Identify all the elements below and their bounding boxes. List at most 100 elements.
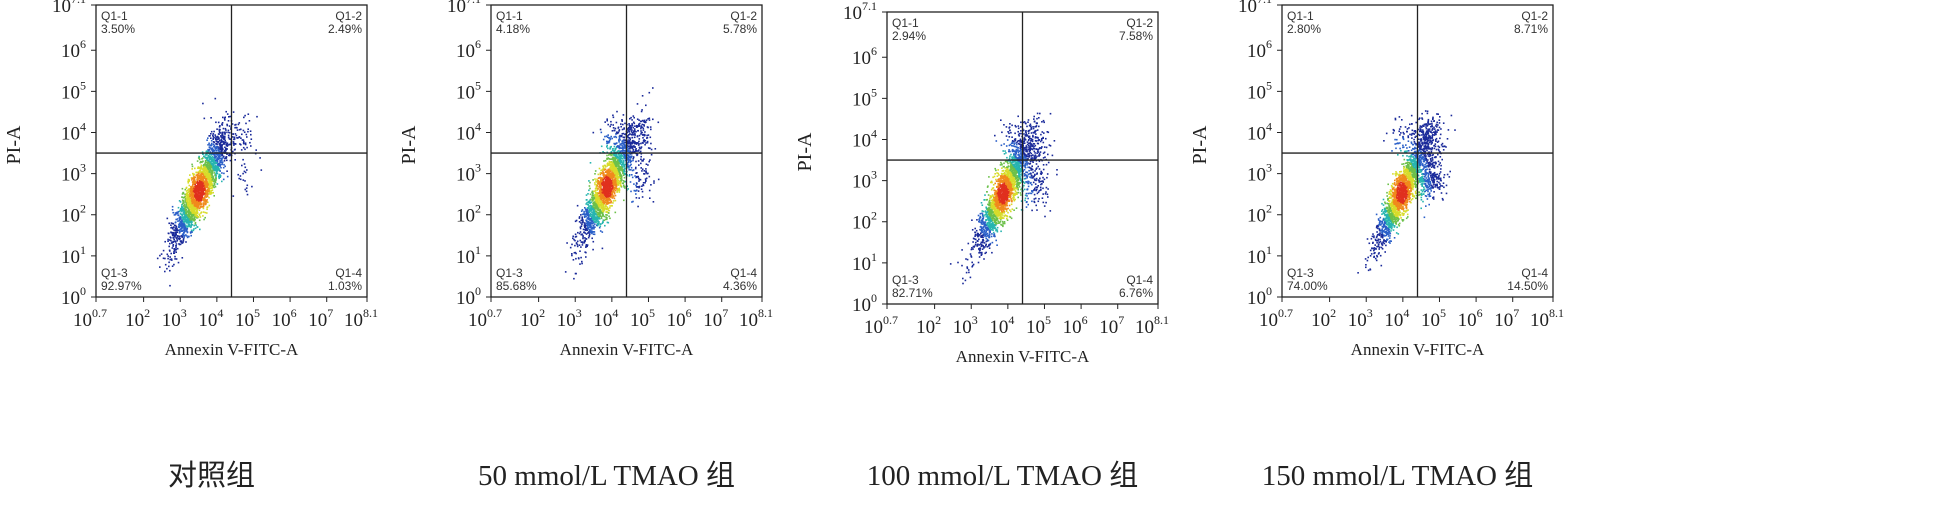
event-point <box>591 191 593 194</box>
event-point <box>579 250 581 252</box>
event-point <box>188 224 190 227</box>
event-point <box>188 198 190 201</box>
event-point <box>226 142 229 144</box>
event-point <box>638 177 640 180</box>
event-point <box>255 149 257 151</box>
event-point <box>604 218 607 221</box>
event-point <box>224 135 226 138</box>
event-point <box>607 168 610 171</box>
x-tick-label: 100.7 <box>468 306 502 331</box>
y-tick-label: 104 <box>61 119 86 144</box>
event-point <box>621 142 624 144</box>
event-point <box>232 141 235 143</box>
event-point <box>633 128 636 130</box>
event-point <box>622 159 625 162</box>
event-point <box>1005 145 1008 147</box>
event-point <box>611 181 614 183</box>
event-point <box>580 219 582 222</box>
event-point <box>597 207 600 209</box>
event-point <box>212 137 215 140</box>
event-point <box>631 125 634 127</box>
event-point <box>638 140 640 143</box>
event-point <box>200 203 203 206</box>
event-point <box>628 148 631 150</box>
event-point <box>602 170 604 173</box>
event-point <box>649 147 651 150</box>
event-point <box>629 137 631 139</box>
event-point <box>604 183 607 186</box>
event-point <box>628 125 631 128</box>
event-point <box>610 169 613 171</box>
quadrant-name: Q1-4 <box>730 266 757 280</box>
event-point <box>571 253 573 255</box>
event-point <box>592 248 594 251</box>
event-point <box>205 196 208 198</box>
event-point <box>216 147 219 149</box>
event-point <box>192 178 195 180</box>
event-point <box>604 205 607 208</box>
event-point <box>202 102 204 105</box>
event-point <box>190 226 192 229</box>
event-point <box>189 231 192 233</box>
event-point <box>631 176 634 179</box>
event-point <box>594 218 597 220</box>
event-point <box>1013 143 1016 146</box>
x-axis-label: Annexin V-FITC-A <box>560 340 694 359</box>
event-point <box>596 204 598 207</box>
event-point <box>604 191 606 193</box>
event-point <box>224 127 227 130</box>
event-point <box>636 103 639 105</box>
event-point <box>179 218 181 221</box>
event-point <box>605 182 608 185</box>
event-point <box>627 142 630 145</box>
event-point <box>193 220 195 222</box>
event-point <box>647 172 649 175</box>
event-point <box>189 219 192 221</box>
event-point <box>641 185 643 187</box>
event-point <box>178 200 181 202</box>
event-point <box>206 194 209 197</box>
event-point <box>190 196 192 199</box>
event-point <box>215 169 218 171</box>
event-point <box>222 135 224 137</box>
event-point <box>592 221 595 223</box>
event-point <box>623 127 625 129</box>
event-point <box>606 154 608 157</box>
event-point <box>168 222 170 225</box>
event-point <box>605 214 607 216</box>
event-point <box>246 136 248 138</box>
event-point <box>194 209 196 212</box>
event-point <box>192 192 195 194</box>
event-point <box>221 180 223 183</box>
event-point <box>208 196 210 199</box>
event-point <box>608 174 611 176</box>
event-point <box>578 244 581 246</box>
event-point <box>237 123 240 126</box>
event-point <box>191 163 193 166</box>
event-point <box>196 205 198 208</box>
event-point <box>643 133 646 136</box>
event-point <box>196 206 198 209</box>
event-point <box>629 164 631 167</box>
event-point <box>619 150 622 153</box>
event-point <box>591 237 593 240</box>
event-point <box>631 141 633 144</box>
event-point <box>206 199 208 201</box>
event-point <box>631 140 634 142</box>
event-point <box>591 220 593 222</box>
event-point <box>1022 161 1025 164</box>
event-point <box>175 258 178 260</box>
event-point <box>631 201 633 203</box>
event-point <box>174 234 176 237</box>
event-point <box>618 158 620 160</box>
event-point <box>631 174 633 176</box>
event-point <box>612 177 614 179</box>
event-point <box>191 203 194 206</box>
event-point <box>198 219 201 222</box>
event-point <box>599 215 601 217</box>
event-point <box>611 205 613 207</box>
event-point <box>225 110 227 113</box>
event-point <box>204 154 207 156</box>
event-point <box>639 147 641 150</box>
event-point <box>630 190 632 193</box>
